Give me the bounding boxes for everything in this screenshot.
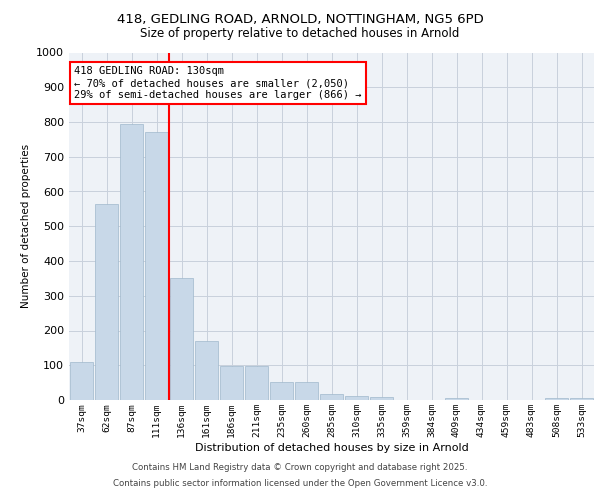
- Bar: [245, 366, 268, 400]
- Bar: [320, 394, 343, 400]
- X-axis label: Distribution of detached houses by size in Arnold: Distribution of detached houses by size …: [194, 443, 469, 453]
- Y-axis label: Number of detached properties: Number of detached properties: [20, 144, 31, 308]
- Bar: [270, 382, 293, 400]
- Bar: [195, 341, 218, 400]
- Bar: [170, 278, 193, 400]
- Text: Contains HM Land Registry data © Crown copyright and database right 2025.: Contains HM Land Registry data © Crown c…: [132, 464, 468, 472]
- Bar: [570, 398, 593, 400]
- Bar: [70, 362, 93, 400]
- Text: 418 GEDLING ROAD: 130sqm
← 70% of detached houses are smaller (2,050)
29% of sem: 418 GEDLING ROAD: 130sqm ← 70% of detach…: [74, 66, 362, 100]
- Bar: [370, 396, 393, 400]
- Bar: [295, 382, 318, 400]
- Bar: [445, 398, 468, 400]
- Bar: [345, 396, 368, 400]
- Bar: [120, 124, 143, 400]
- Text: 418, GEDLING ROAD, ARNOLD, NOTTINGHAM, NG5 6PD: 418, GEDLING ROAD, ARNOLD, NOTTINGHAM, N…: [116, 12, 484, 26]
- Bar: [220, 366, 243, 400]
- Bar: [145, 132, 168, 400]
- Bar: [95, 204, 118, 400]
- Bar: [545, 398, 568, 400]
- Text: Size of property relative to detached houses in Arnold: Size of property relative to detached ho…: [140, 28, 460, 40]
- Text: Contains public sector information licensed under the Open Government Licence v3: Contains public sector information licen…: [113, 478, 487, 488]
